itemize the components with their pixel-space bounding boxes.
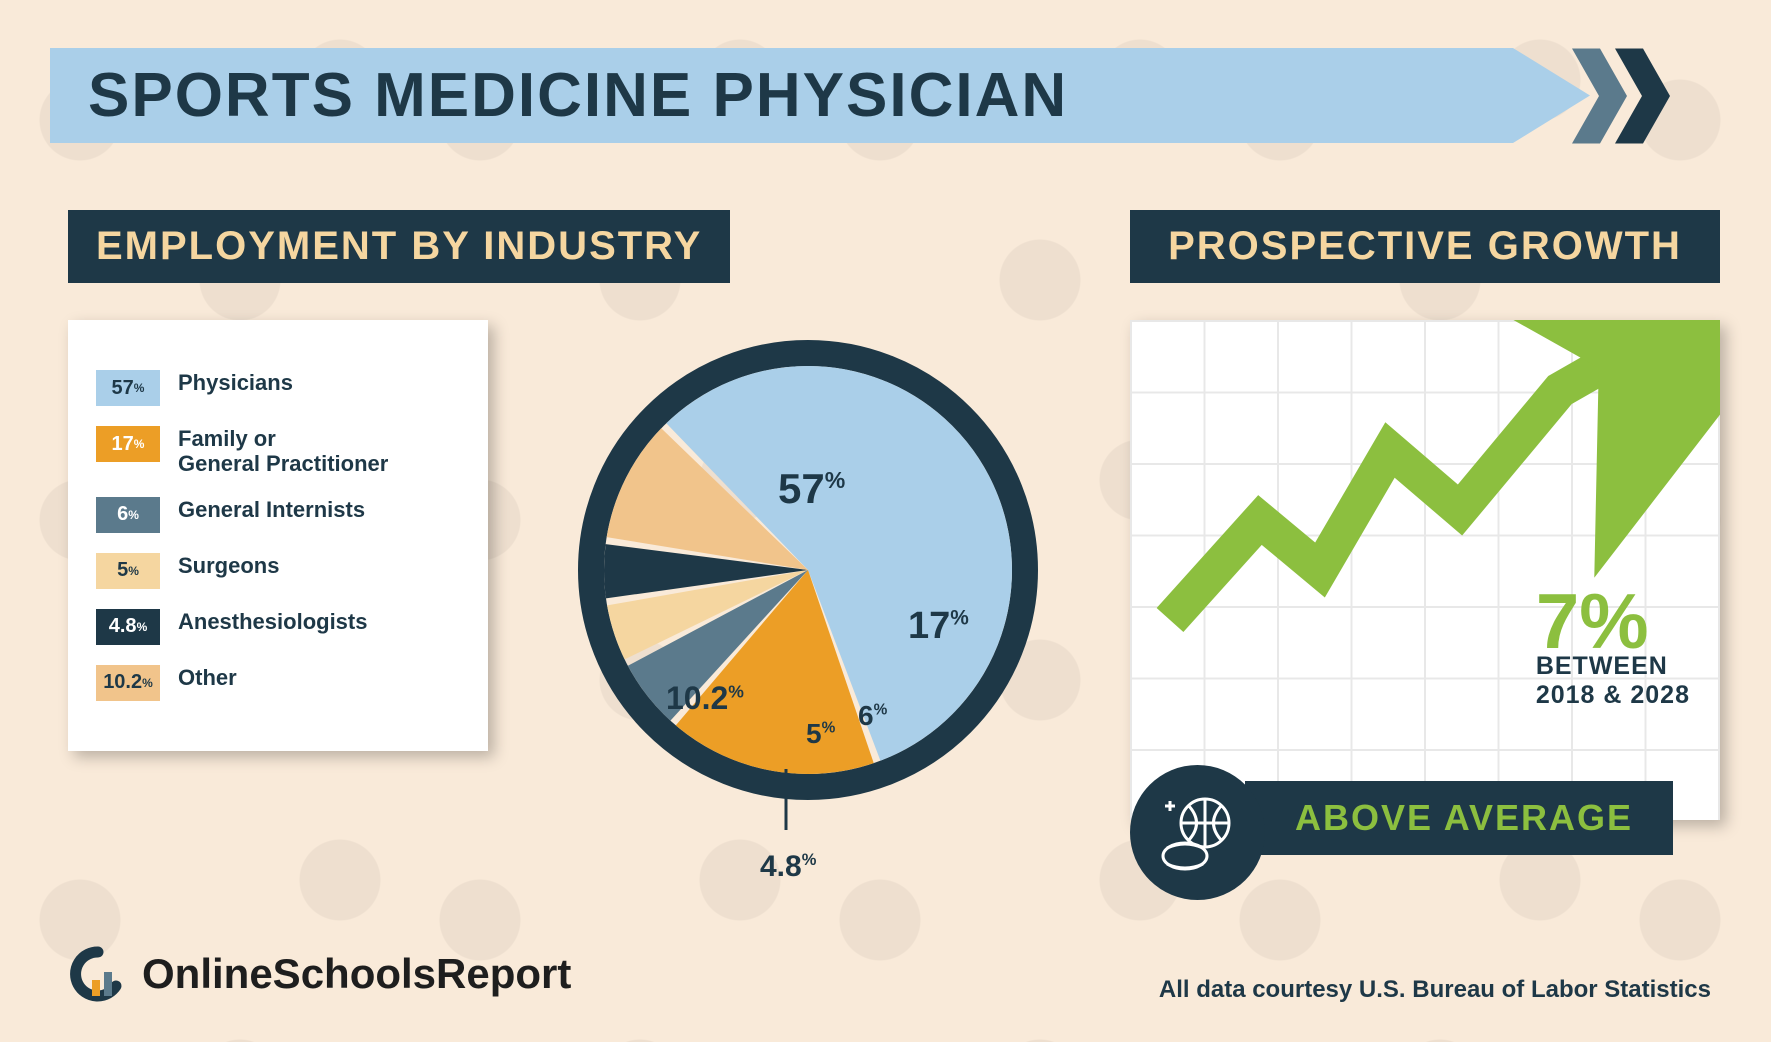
legend-row: 5% Surgeons	[96, 553, 460, 589]
employment-heading: EMPLOYMENT BY INDUSTRY	[68, 210, 730, 283]
sports-icon	[1130, 765, 1265, 900]
legend-row: 17% Family orGeneral Practitioner	[96, 426, 460, 477]
growth-panel: PROSPECTIVE GROWTH 7% BETWEEN 2018 & 202…	[1130, 210, 1720, 283]
pie-slice-label: 57%	[778, 465, 845, 513]
legend-label: Family orGeneral Practitioner	[178, 426, 388, 477]
legend-swatch: 5%	[96, 553, 160, 589]
growth-arrow-icon	[1130, 320, 1720, 820]
legend-label: Anesthesiologists	[178, 609, 367, 634]
logo-icon	[68, 944, 128, 1004]
legend-card: 57% Physicians 17% Family orGeneral Practit…	[68, 320, 488, 751]
legend-swatch: 4.8%	[96, 609, 160, 645]
growth-value: 7% BETWEEN 2018 & 2028	[1536, 590, 1690, 710]
growth-line1: BETWEEN	[1536, 652, 1690, 681]
pie-slice-label: 10.2%	[666, 680, 744, 717]
pie-svg	[548, 310, 1068, 830]
growth-line2: 2018 & 2028	[1536, 681, 1690, 710]
legend-row: 57% Physicians	[96, 370, 460, 406]
legend-row: 10.2% Other	[96, 665, 460, 701]
growth-heading: PROSPECTIVE GROWTH	[1130, 210, 1720, 283]
chevron-icon	[1615, 48, 1670, 143]
legend-swatch: 6%	[96, 497, 160, 533]
legend-swatch: 57%	[96, 370, 160, 406]
brand-name: OnlineSchoolsReport	[142, 950, 571, 998]
data-credit: All data courtesy U.S. Bureau of Labor S…	[1159, 976, 1711, 1004]
growth-badge-row: ABOVE AVERAGE	[1130, 765, 1673, 870]
above-average-badge: ABOVE AVERAGE	[1245, 781, 1673, 855]
pie-slice-label: 5%	[806, 718, 835, 750]
legend-row: 6% General Internists	[96, 497, 460, 533]
employment-panel: EMPLOYMENT BY INDUSTRY 57%Physicians17%F…	[68, 210, 1078, 283]
chevrons	[1572, 48, 1670, 143]
pie-chart: 57%17%6%5%4.8%10.2%	[548, 310, 1068, 870]
title-banner: SPORTS MEDICINE PHYSICIAN	[50, 48, 1590, 143]
legend-label: Other	[178, 665, 237, 690]
legend-row: 4.8% Anesthesiologists	[96, 609, 460, 645]
growth-percent: 7%	[1536, 590, 1690, 652]
legend-label: Physicians	[178, 370, 293, 395]
legend-label: General Internists	[178, 497, 365, 522]
pie-slice-label: 17%	[908, 605, 969, 648]
footer: OnlineSchoolsReport All data courtesy U.…	[68, 944, 1711, 1004]
legend-swatch: 10.2%	[96, 665, 160, 701]
page-title: SPORTS MEDICINE PHYSICIAN	[88, 60, 1068, 131]
pie-slice-label: 4.8%	[760, 850, 816, 884]
legend-swatch: 17%	[96, 426, 160, 462]
pie-slice-label: 6%	[858, 700, 887, 732]
brand-logo: OnlineSchoolsReport	[68, 944, 571, 1004]
legend-label: Surgeons	[178, 553, 279, 578]
growth-card: 7% BETWEEN 2018 & 2028 ABOVE AVERAGE	[1130, 320, 1720, 820]
